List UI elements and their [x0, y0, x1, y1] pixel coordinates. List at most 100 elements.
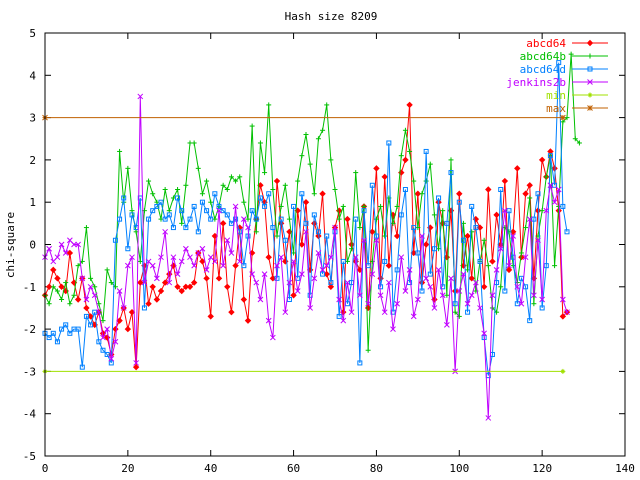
data-point	[344, 279, 351, 286]
data-point	[59, 296, 65, 302]
data-point	[46, 301, 52, 307]
data-point	[270, 225, 276, 231]
legend-swatch	[572, 105, 608, 111]
data-point	[199, 245, 206, 252]
data-point	[137, 279, 144, 286]
data-point	[157, 287, 165, 295]
data-point	[75, 241, 81, 248]
y-tick-label: -2	[23, 323, 36, 336]
legend-label: min	[546, 89, 566, 102]
data-point	[419, 233, 425, 239]
data-point	[320, 271, 326, 277]
data-point	[92, 284, 98, 290]
data-point	[559, 313, 567, 320]
data-point	[298, 241, 306, 248]
data-point	[166, 208, 172, 214]
data-point	[224, 187, 230, 193]
data-point	[394, 203, 400, 209]
data-point	[587, 79, 593, 85]
data-point	[249, 208, 255, 214]
data-point	[216, 203, 222, 209]
data-point	[162, 216, 168, 222]
data-point	[551, 199, 558, 206]
data-point	[319, 190, 326, 197]
data-point	[324, 102, 330, 108]
data-point	[587, 105, 593, 111]
data-point	[552, 182, 558, 188]
x-tick-label: 20	[121, 462, 134, 475]
data-point	[539, 305, 545, 311]
legend-label: abcd64d	[520, 63, 566, 76]
data-point	[352, 254, 359, 261]
data-point	[216, 207, 222, 214]
data-point	[523, 225, 529, 231]
data-point	[232, 262, 239, 269]
data-point	[390, 326, 396, 332]
data-point	[411, 178, 417, 184]
chart-title: Hash size 8209	[285, 10, 378, 23]
data-point	[460, 271, 467, 277]
y-tick-label: -4	[23, 408, 37, 421]
data-point	[560, 114, 566, 121]
data-point	[505, 266, 513, 274]
data-point	[502, 288, 508, 294]
legend-label: abcd64b	[520, 50, 566, 63]
data-point	[394, 300, 400, 307]
data-point	[402, 127, 408, 133]
data-point	[506, 208, 512, 214]
data-point	[481, 330, 487, 337]
data-point	[518, 250, 524, 256]
data-point	[393, 232, 401, 240]
data-point	[46, 245, 52, 252]
data-point	[233, 178, 239, 184]
data-point	[170, 254, 177, 261]
data-point	[83, 304, 90, 312]
data-point	[538, 156, 546, 164]
data-point	[489, 258, 496, 265]
data-point	[315, 136, 321, 142]
data-point	[212, 191, 218, 197]
data-point	[108, 280, 114, 286]
data-point	[319, 267, 326, 273]
legend-swatch	[572, 92, 608, 98]
data-point	[116, 288, 123, 294]
data-point	[385, 262, 393, 269]
data-point	[199, 258, 206, 265]
data-point	[241, 216, 247, 222]
data-point	[79, 364, 85, 370]
data-point	[382, 233, 388, 239]
data-point	[146, 216, 152, 222]
y-tick-label: 0	[29, 239, 36, 252]
data-point	[59, 326, 65, 332]
data-point	[477, 258, 483, 264]
data-point	[290, 258, 297, 265]
data-point	[311, 212, 317, 218]
data-point	[427, 283, 434, 290]
data-point	[526, 216, 533, 222]
y-tick-label: -1	[23, 281, 36, 294]
data-point	[145, 300, 152, 307]
data-point	[153, 296, 161, 303]
data-point	[323, 262, 330, 269]
data-point	[203, 275, 210, 282]
data-point	[444, 292, 450, 298]
data-point	[244, 317, 252, 324]
data-point	[394, 267, 400, 273]
data-point	[146, 178, 152, 184]
data-point	[431, 246, 437, 252]
data-point	[572, 136, 578, 142]
data-point	[587, 53, 593, 59]
data-point	[204, 178, 210, 184]
data-point	[262, 170, 268, 176]
data-point	[431, 305, 438, 311]
data-point	[460, 237, 466, 243]
data-point	[125, 165, 131, 171]
data-point	[186, 283, 194, 291]
series-line	[44, 62, 568, 376]
data-point	[219, 220, 227, 227]
data-point	[527, 318, 533, 324]
data-point	[125, 262, 131, 269]
data-point	[386, 279, 392, 286]
data-point	[324, 233, 330, 239]
data-point	[299, 153, 305, 159]
